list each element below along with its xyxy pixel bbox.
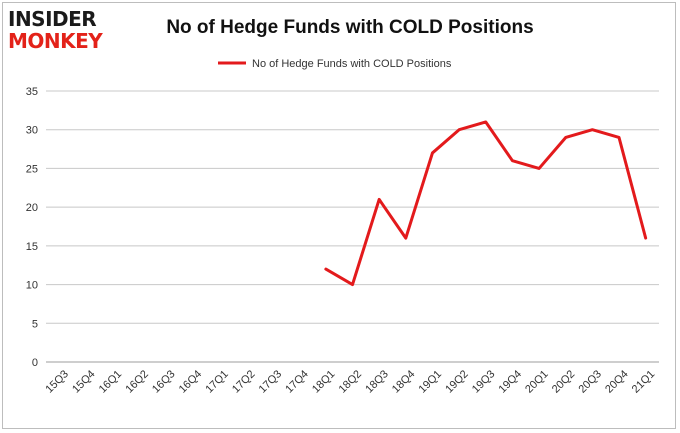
x-tick-label: 16Q1 xyxy=(97,368,125,396)
logo-text-monkey: MONKEY xyxy=(8,29,103,53)
y-tick-label: 15 xyxy=(26,241,38,253)
x-tick-label: 16Q3 xyxy=(150,368,178,396)
y-tick-label: 10 xyxy=(26,280,38,292)
y-tick-label: 30 xyxy=(26,125,38,137)
x-tick-label: 18Q3 xyxy=(363,368,391,396)
x-tick-label: 20Q2 xyxy=(550,368,578,396)
x-tick-label: 21Q1 xyxy=(630,368,658,396)
chart-frame xyxy=(2,2,676,429)
legend: No of Hedge Funds with COLD Positions xyxy=(218,58,452,70)
x-tick-label: 15Q3 xyxy=(43,368,71,396)
x-tick-label: 17Q1 xyxy=(203,368,231,396)
x-tick-label: 16Q4 xyxy=(177,368,205,396)
legend-label: No of Hedge Funds with COLD Positions xyxy=(252,58,452,70)
y-tick-label: 5 xyxy=(32,318,38,330)
x-tick-label: 19Q4 xyxy=(497,368,525,396)
x-tick-label: 20Q3 xyxy=(576,368,604,396)
x-axis-ticks: 15Q3 15Q4 16Q1 16Q2 16Q3 16Q4 17Q1 17Q2 17Q3 17Q4… xyxy=(43,368,657,396)
y-tick-label: 25 xyxy=(26,163,38,175)
x-tick-label: 19Q3 xyxy=(470,368,498,396)
x-tick-label: 18Q4 xyxy=(390,368,418,396)
x-tick-label: 16Q2 xyxy=(123,368,151,396)
gridlines xyxy=(46,90,659,363)
y-tick-label: 0 xyxy=(32,357,38,369)
series-lines xyxy=(324,120,648,287)
x-tick-label: 18Q1 xyxy=(310,368,338,396)
x-tick-label: 15Q4 xyxy=(70,368,98,396)
chart-title: No of Hedge Funds with COLD Positions xyxy=(166,17,534,38)
y-axis-ticks: 0 5 10 15 20 25 30 35 xyxy=(26,86,38,369)
x-tick-label: 18Q2 xyxy=(337,368,365,396)
y-tick-label: 35 xyxy=(26,86,38,98)
y-tick-label: 20 xyxy=(26,202,38,214)
x-tick-label: 19Q1 xyxy=(417,368,445,396)
series-line xyxy=(324,120,648,287)
x-tick-label: 19Q2 xyxy=(443,368,471,396)
x-tick-label: 20Q4 xyxy=(603,368,631,396)
x-tick-label: 17Q2 xyxy=(230,368,258,396)
logo-text-insider: INSIDER xyxy=(8,7,97,31)
x-tick-label: 20Q1 xyxy=(523,368,551,396)
x-tick-label: 17Q4 xyxy=(283,368,311,396)
x-tick-label: 17Q3 xyxy=(257,368,285,396)
insider-monkey-logo: INSIDER MONKEY xyxy=(8,8,130,56)
